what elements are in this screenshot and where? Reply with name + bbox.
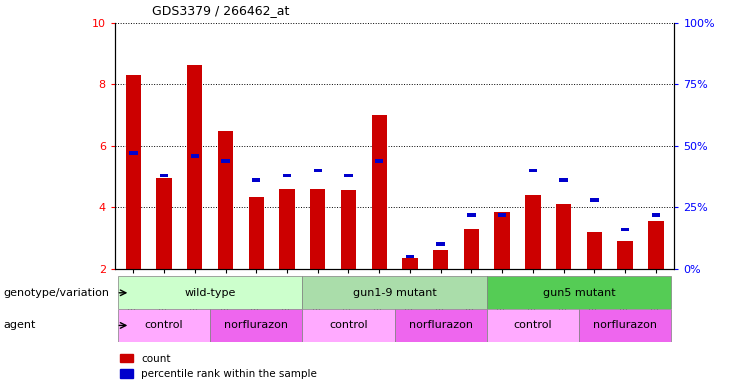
Bar xyxy=(160,174,168,177)
Bar xyxy=(248,197,264,269)
Bar xyxy=(468,213,476,217)
Bar xyxy=(402,258,418,269)
Text: gun5 mutant: gun5 mutant xyxy=(542,288,615,298)
Bar xyxy=(210,309,302,342)
Text: genotype/variation: genotype/variation xyxy=(4,288,110,298)
Bar xyxy=(621,228,629,231)
Bar xyxy=(487,309,579,342)
Legend: count, percentile rank within the sample: count, percentile rank within the sample xyxy=(120,354,316,379)
Text: control: control xyxy=(329,320,368,331)
Text: gun1-9 mutant: gun1-9 mutant xyxy=(353,288,436,298)
Bar xyxy=(302,309,394,342)
Bar xyxy=(283,174,291,177)
Bar xyxy=(617,241,633,269)
Bar xyxy=(487,276,671,309)
Bar xyxy=(406,255,414,258)
Bar xyxy=(494,212,510,269)
Text: norflurazon: norflurazon xyxy=(593,320,657,331)
Bar xyxy=(118,276,302,309)
Bar xyxy=(156,178,172,269)
Text: control: control xyxy=(144,320,183,331)
Bar xyxy=(464,229,479,269)
Bar xyxy=(129,151,138,155)
Bar xyxy=(651,213,660,217)
Bar xyxy=(190,154,199,157)
Text: control: control xyxy=(514,320,552,331)
Text: norflurazon: norflurazon xyxy=(225,320,288,331)
Bar xyxy=(394,309,487,342)
Bar xyxy=(279,189,295,269)
Bar xyxy=(187,65,202,269)
Bar xyxy=(218,131,233,269)
Bar xyxy=(433,250,448,269)
Text: norflurazon: norflurazon xyxy=(409,320,473,331)
Bar xyxy=(579,309,671,342)
Text: GDS3379 / 266462_at: GDS3379 / 266462_at xyxy=(152,4,289,17)
Bar xyxy=(310,189,325,269)
Bar xyxy=(371,115,387,269)
Bar xyxy=(126,75,141,269)
Bar xyxy=(559,179,568,182)
Bar xyxy=(252,179,261,182)
Bar xyxy=(222,159,230,162)
Bar xyxy=(556,204,571,269)
Bar xyxy=(587,232,602,269)
Bar xyxy=(313,169,322,172)
Bar xyxy=(118,309,210,342)
Bar xyxy=(341,190,356,269)
Bar xyxy=(498,213,506,217)
Bar xyxy=(345,174,353,177)
Bar xyxy=(525,195,541,269)
Bar xyxy=(375,159,383,162)
Text: agent: agent xyxy=(4,320,36,331)
Bar xyxy=(302,276,487,309)
Bar xyxy=(436,242,445,246)
Bar xyxy=(590,198,599,202)
Bar xyxy=(528,169,537,172)
Bar xyxy=(648,221,663,269)
Text: wild-type: wild-type xyxy=(185,288,236,298)
